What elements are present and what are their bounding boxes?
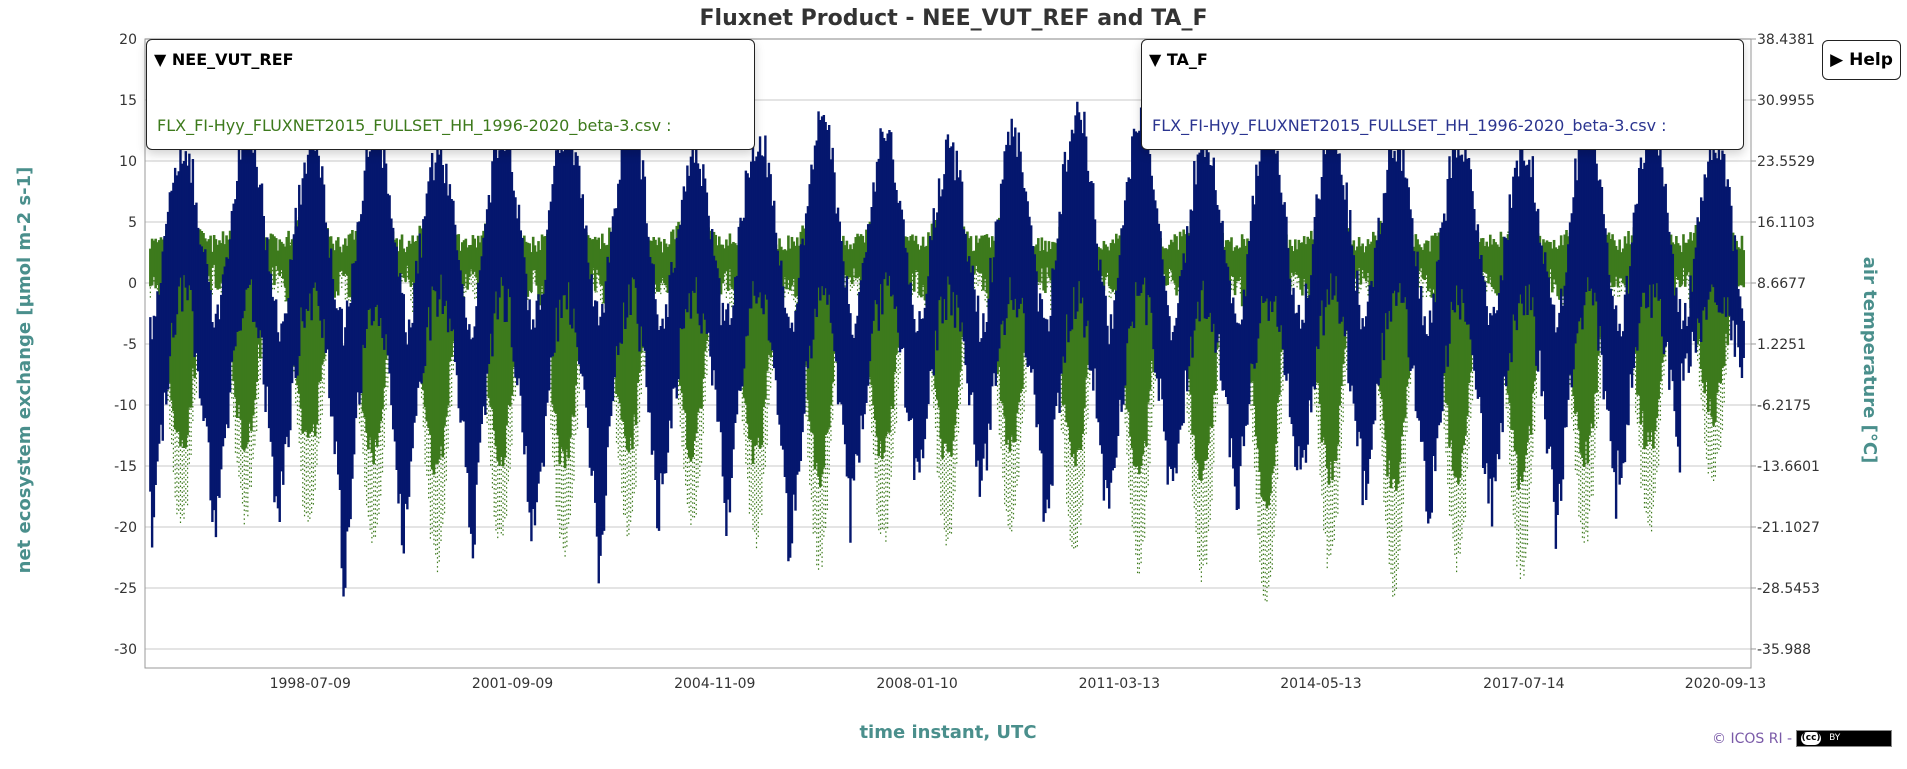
y-axis-left-label: net ecosystem exchange [µmol m-2 s-1] (14, 167, 35, 574)
x-tick-label: 2020-09-13 (1685, 676, 1766, 692)
y2-tick-label: -21.1027 (1757, 520, 1820, 536)
y2-tick-label: -35.988 (1757, 642, 1811, 658)
x-tick-label: 2011-03-13 (1079, 676, 1160, 692)
legend-nee[interactable]: ▼ NEE_VUT_REF FLX_FI-Hyy_FLUXNET2015_FUL… (146, 39, 755, 150)
x-tick-label: 2017-07-14 (1483, 676, 1564, 692)
y-tick-label: 20 (119, 32, 137, 48)
x-tick-label: 2014-05-13 (1280, 676, 1361, 692)
x-tick-label: 2008-01-10 (876, 676, 957, 692)
x-tick-label: 2004-11-09 (674, 676, 755, 692)
help-button[interactable]: ▶ Help (1822, 40, 1901, 80)
legend-ta-file: FLX_FI-Hyy_FLUXNET2015_FULLSET_HH_1996-2… (1152, 116, 1667, 135)
footer: © ICOS RI - (cc) BY (1712, 730, 1893, 747)
x-axis: 1998-07-09 2001-09-09 2004-11-09 2008-01-10… (270, 676, 1767, 692)
y2-tick-label: 30.9955 (1757, 93, 1815, 109)
y2-tick-label: -13.6601 (1757, 459, 1820, 475)
y-tick-label: 0 (128, 276, 137, 292)
y-tick-label: 15 (119, 93, 137, 109)
y-tick-label: -5 (123, 337, 137, 353)
y-tick-label: -20 (114, 520, 137, 536)
by-text: BY (1829, 733, 1841, 743)
y2-tick-label: -6.2175 (1757, 398, 1811, 414)
plot-frame (144, 38, 1752, 669)
x-tick-label: 1998-07-09 (270, 676, 351, 692)
y-axis-left: 20 15 10 5 0 -5 -10 -15 -20 -25 -30 (114, 32, 137, 658)
y-tick-label: -10 (114, 398, 137, 414)
y2-tick-label: -28.5453 (1757, 581, 1820, 597)
y2-tick-label: 16.1103 (1757, 215, 1815, 231)
legend-nee-file: FLX_FI-Hyy_FLUXNET2015_FULLSET_HH_1996-2… (157, 116, 672, 135)
y-tick-label: 5 (128, 215, 137, 231)
chart-title: Fluxnet Product - NEE_VUT_REF and TA_F (699, 6, 1208, 31)
y-tick-label: -15 (114, 459, 137, 475)
cc-by-badge[interactable]: (cc) BY (1796, 730, 1893, 747)
copyright-text: © ICOS RI - (1712, 730, 1793, 747)
data-marks (149, 101, 1746, 602)
y2-tick-label: 8.6677 (1757, 276, 1806, 292)
y2-tick-label: 1.2251 (1757, 337, 1806, 353)
legend-nee-title[interactable]: ▼ NEE_VUT_REF (154, 50, 294, 69)
y-tick-label: -25 (114, 581, 137, 597)
x-tick-label: 2001-09-09 (472, 676, 553, 692)
series-ta_f (149, 101, 1745, 597)
x-axis-label: time instant, UTC (859, 722, 1036, 743)
legend-ta-title[interactable]: ▼ TA_F (1149, 50, 1208, 69)
y-axis-right-label: air temperature [°C] (1859, 257, 1880, 464)
legend-ta[interactable]: ▼ TA_F FLX_FI-Hyy_FLUXNET2015_FULLSET_HH… (1141, 39, 1744, 150)
y-tick-label: 10 (119, 154, 137, 170)
y2-tick-label: 38.4381 (1757, 32, 1815, 48)
y2-tick-label: 23.5529 (1757, 154, 1815, 170)
y-tick-label: -30 (114, 642, 137, 658)
y-axis-right: 38.4381 30.9955 23.5529 16.1103 8.6677 1.2251… (1751, 32, 1820, 658)
cc-icon: (cc) (1801, 732, 1822, 745)
